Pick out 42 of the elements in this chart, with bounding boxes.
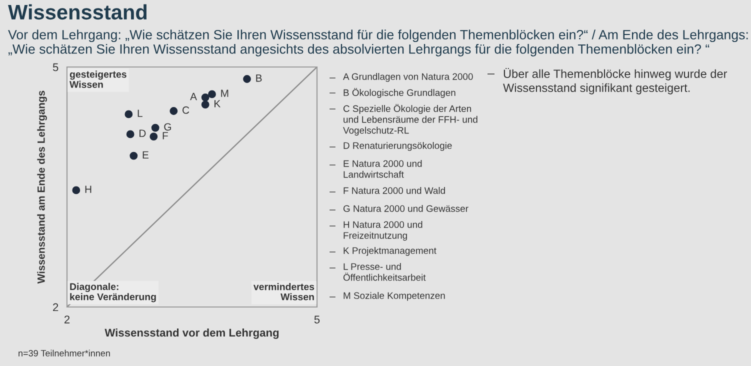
point xyxy=(201,100,210,109)
y-axis-title: Wissensstand am Ende des Lehrgangs xyxy=(37,90,47,284)
x-axis-title: Wissensstand vor dem Lehrgang xyxy=(104,328,279,339)
point xyxy=(243,75,251,83)
text: M Soziale Kompetenzen xyxy=(344,292,445,301)
text: Vor dem Lehrgang: „Wie schätzen Sie Ihren Wissensstand für die folgenden Themenblöcken ein?“ / Am Ende des Lehrgangs: „Wie schätzen Sie Ihren Wissensstand angesichts des absolvierten Lehrgangs für die folgenden Themenblöcken ein? “ xyxy=(8,30,748,56)
annotation: H xyxy=(85,186,92,193)
text: Über alle Themenblöcke hinweg wurde der Wissensstand signifikant gesteigert. xyxy=(503,68,728,94)
point xyxy=(208,90,216,98)
point xyxy=(126,130,134,138)
point xyxy=(151,124,160,132)
point xyxy=(150,132,158,141)
annotation: C xyxy=(182,106,190,114)
point xyxy=(130,152,138,160)
text: n=39 Teilnehmer*innen xyxy=(18,350,110,356)
text: F Natura 2000 und Wald xyxy=(344,187,445,194)
text: H Natura 2000 und Freizeitnutzung xyxy=(344,221,422,241)
text: A Grundlagen von Natura 2000 xyxy=(343,73,473,82)
annotation: Diagonale: keine Veränderung xyxy=(70,282,156,302)
annotation: F xyxy=(162,132,168,140)
point xyxy=(201,93,210,102)
annotation: E xyxy=(142,151,148,158)
point xyxy=(72,186,80,194)
annotation: G xyxy=(164,123,171,131)
text: C Spezielle Ökologie der Arten und Lebensräume der FFH- und Vogelschutz-RL xyxy=(343,104,478,136)
annotation: vermindertes Wissen xyxy=(253,283,314,300)
text: L Presse- und Öffentlichkeitsarbeit xyxy=(343,263,426,281)
chart-title: Wissensstand xyxy=(8,4,147,20)
annotation: K xyxy=(214,100,220,108)
annotation: L xyxy=(138,110,142,117)
text: D Renaturierungsökologie xyxy=(344,142,452,151)
annotation: A xyxy=(190,92,197,100)
annotation: M xyxy=(221,90,228,97)
text: B Ökologische Grundlagen xyxy=(344,88,456,98)
text: G Natura 2000 und Gewässer xyxy=(343,205,468,212)
text: E Natura 2000 und Landwirtschaft xyxy=(344,160,422,178)
annotation: D xyxy=(140,130,146,137)
annotation: gesteigertes Wissen xyxy=(70,70,126,88)
point xyxy=(124,110,133,118)
annotation: B xyxy=(256,74,262,82)
point xyxy=(170,107,178,115)
text: K Projektmanagement xyxy=(344,247,436,256)
